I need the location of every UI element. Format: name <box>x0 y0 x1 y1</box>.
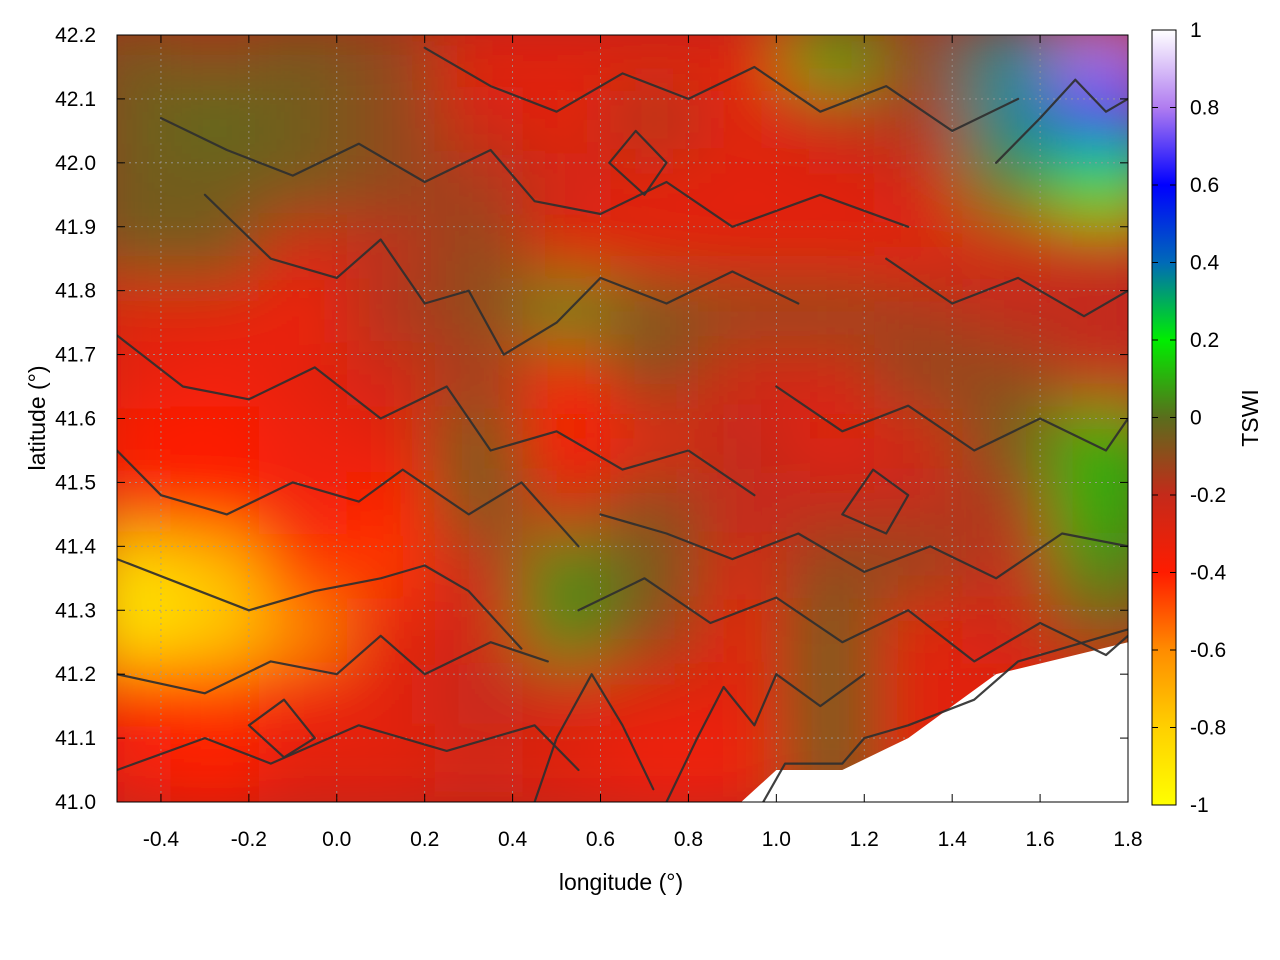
y-axis: 41.0 41.1 41.2 41.3 41.4 41.5 41.6 41.7 41.8 41.9… <box>55 24 1128 814</box>
x-tick-label: 1.8 <box>1113 828 1142 851</box>
colorbar-tick-label: 0.6 <box>1190 174 1219 197</box>
x-tick-label: -0.4 <box>143 828 180 851</box>
x-tick-label: 1.4 <box>938 828 968 851</box>
contour-line <box>117 558 523 650</box>
x-tick-label: -0.2 <box>231 828 267 851</box>
x-tick-label: 0.0 <box>322 828 351 851</box>
colorbar: 1 0.8 0.6 0.4 0.2 0 -0.2 -0.4 -0.6 -0.8 -1 TSWI <box>1151 19 1263 817</box>
contour-line <box>117 449 580 548</box>
y-tick-label: 42.1 <box>55 88 96 111</box>
colorbar-tick-label: 0.2 <box>1190 329 1219 352</box>
x-axis-title: longitude (°) <box>559 869 683 895</box>
contour-line <box>665 673 866 802</box>
y-tick-label: 41.4 <box>55 535 96 558</box>
colorbar-tick-label: 0 <box>1190 407 1202 430</box>
x-tick-label: 1.2 <box>850 828 879 851</box>
y-tick-label: 41.5 <box>55 471 96 494</box>
contour-line <box>533 673 655 802</box>
x-tick-label: 0.8 <box>674 828 703 851</box>
x-tick-label: 1.0 <box>762 828 791 851</box>
contour-line <box>608 129 668 196</box>
colorbar-tick-label: -0.2 <box>1190 484 1226 507</box>
colorbar-tick-label: -1 <box>1190 794 1209 817</box>
y-tick-label: 41.7 <box>55 344 96 367</box>
contour-line <box>423 46 1020 132</box>
contour-line <box>117 724 580 772</box>
colorbar-tick-label: 1 <box>1190 19 1202 42</box>
contour-line <box>995 78 1128 164</box>
x-tick-label: 0.6 <box>586 828 615 851</box>
contour-line <box>599 513 1128 580</box>
plot-area <box>116 34 1129 803</box>
y-axis-title: latitude (°) <box>24 365 50 470</box>
y-tick-label: 42.0 <box>55 152 96 175</box>
colorbar-tick-label: -0.8 <box>1190 717 1226 740</box>
colorbar-tick-label: -0.6 <box>1190 639 1226 662</box>
y-tick-label: 41.9 <box>55 216 96 239</box>
contour-line <box>159 117 910 228</box>
y-tick-label: 41.6 <box>55 408 96 431</box>
y-tick-label: 41.8 <box>55 280 96 303</box>
colorbar-title: TSWI <box>1237 389 1263 447</box>
x-tick-label: 0.2 <box>410 828 439 851</box>
coast-contour-line <box>762 628 1128 802</box>
colorbar-tick-label: -0.4 <box>1190 562 1227 585</box>
contour-line <box>841 468 910 535</box>
elevation-contours <box>117 46 1128 802</box>
tswi-field <box>117 35 1128 802</box>
colorbar-tick-label: 0.8 <box>1190 97 1219 120</box>
x-tick-label: 1.6 <box>1025 828 1054 851</box>
y-tick-label: 41.2 <box>55 663 96 686</box>
y-tick-label: 41.3 <box>55 599 96 622</box>
x-tick-label: 0.4 <box>498 828 528 851</box>
colorbar-ticks: 1 0.8 0.6 0.4 0.2 0 -0.2 -0.4 -0.6 -0.8 -1 <box>1152 19 1227 817</box>
contour-line <box>117 634 549 695</box>
no-data-sea-region <box>741 642 1128 802</box>
y-tick-label: 41.0 <box>55 791 96 814</box>
contour-line <box>117 334 756 497</box>
contour-line <box>577 577 1128 663</box>
x-axis: -0.4 -0.2 0.0 0.2 0.4 0.6 0.8 1.0 1.2 1.4 1.6 1.8 <box>143 35 1143 851</box>
contour-line <box>885 257 1128 318</box>
grid-lines <box>117 35 1128 802</box>
colorbar-tick-label: 0.4 <box>1190 252 1220 275</box>
contour-line <box>247 698 316 759</box>
contour-line <box>775 385 1128 452</box>
y-tick-label: 42.2 <box>55 24 96 47</box>
contour-line <box>203 193 800 356</box>
y-tick-label: 41.1 <box>55 727 96 750</box>
